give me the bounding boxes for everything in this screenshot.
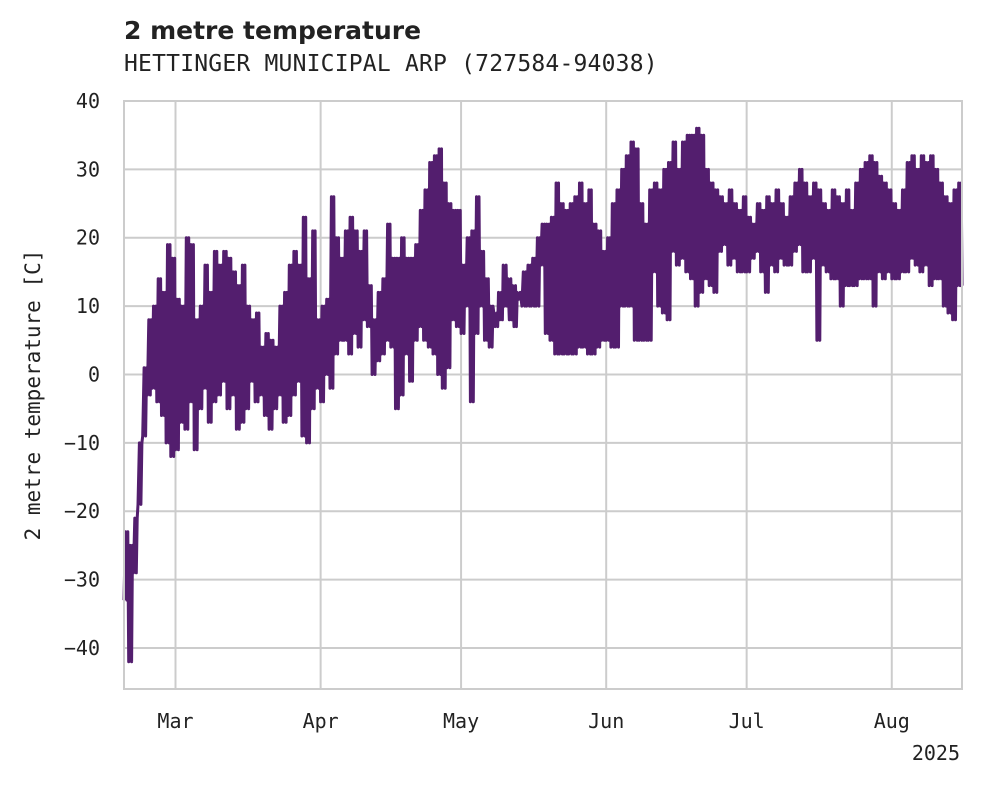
y-tick-label: 0: [88, 362, 100, 386]
y-axis-ticks: 40 30 20 10 0 −10 −20 −30 −40: [64, 89, 100, 660]
x-tick-label: Mar: [157, 709, 193, 733]
x-tick-label: Jul: [729, 709, 765, 733]
x-axis-year-label: 2025: [912, 741, 960, 765]
y-tick-label: 10: [76, 294, 100, 318]
x-tick-label: Apr: [303, 709, 339, 733]
y-tick-label: −20: [64, 499, 100, 523]
x-axis-ticks: Mar Apr May Jun Jul Aug: [157, 709, 909, 733]
y-tick-label: 30: [76, 157, 100, 181]
y-tick-label: −40: [64, 636, 100, 660]
x-tick-label: Jun: [588, 709, 624, 733]
temperature-series-line: [122, 126, 964, 664]
y-axis-label: 2 metre temperature [C]: [21, 250, 45, 541]
x-tick-label: May: [443, 709, 479, 733]
y-tick-label: 20: [76, 226, 100, 250]
x-tick-label: Aug: [874, 709, 910, 733]
chart-title: 2 metre temperature: [124, 16, 422, 45]
chart-subtitle: HETTINGER MUNICIPAL ARP (727584-94038): [124, 51, 658, 77]
y-tick-label: −10: [64, 431, 100, 455]
y-tick-label: −30: [64, 568, 100, 592]
plot-frame: [123, 100, 963, 690]
y-tick-label: 40: [76, 89, 100, 113]
